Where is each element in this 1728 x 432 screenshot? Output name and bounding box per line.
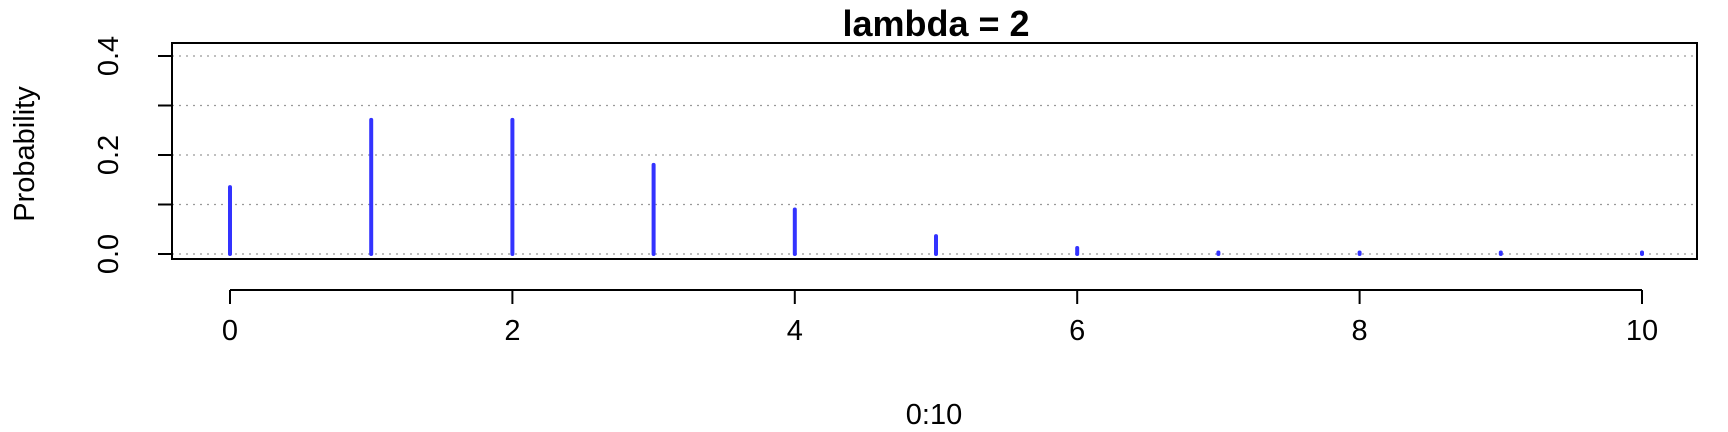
grid-lines	[172, 55, 1697, 255]
x-tick-label: 6	[1069, 315, 1085, 347]
x-tick-label: 8	[1352, 315, 1368, 347]
chart-title: lambda = 2	[842, 3, 1029, 44]
bar-series	[228, 117, 1644, 256]
x-axis: 0 2 4 6 8 10	[222, 289, 1658, 347]
x-tick-label: 2	[504, 315, 520, 347]
x-tick-label: 0	[222, 315, 238, 347]
plot-frame	[171, 42, 1698, 260]
x-tick-label: 10	[1626, 315, 1658, 347]
y-tick-label: 0.0	[93, 234, 125, 274]
y-axis: 0.0 0.2 0.4	[93, 36, 172, 274]
y-tick-label: 0.2	[93, 135, 125, 175]
y-tick-label: 0.4	[93, 36, 125, 76]
y-axis-label: Probability	[9, 86, 41, 222]
x-tick-label: 4	[787, 315, 803, 347]
x-axis-label: 0:10	[906, 399, 962, 431]
